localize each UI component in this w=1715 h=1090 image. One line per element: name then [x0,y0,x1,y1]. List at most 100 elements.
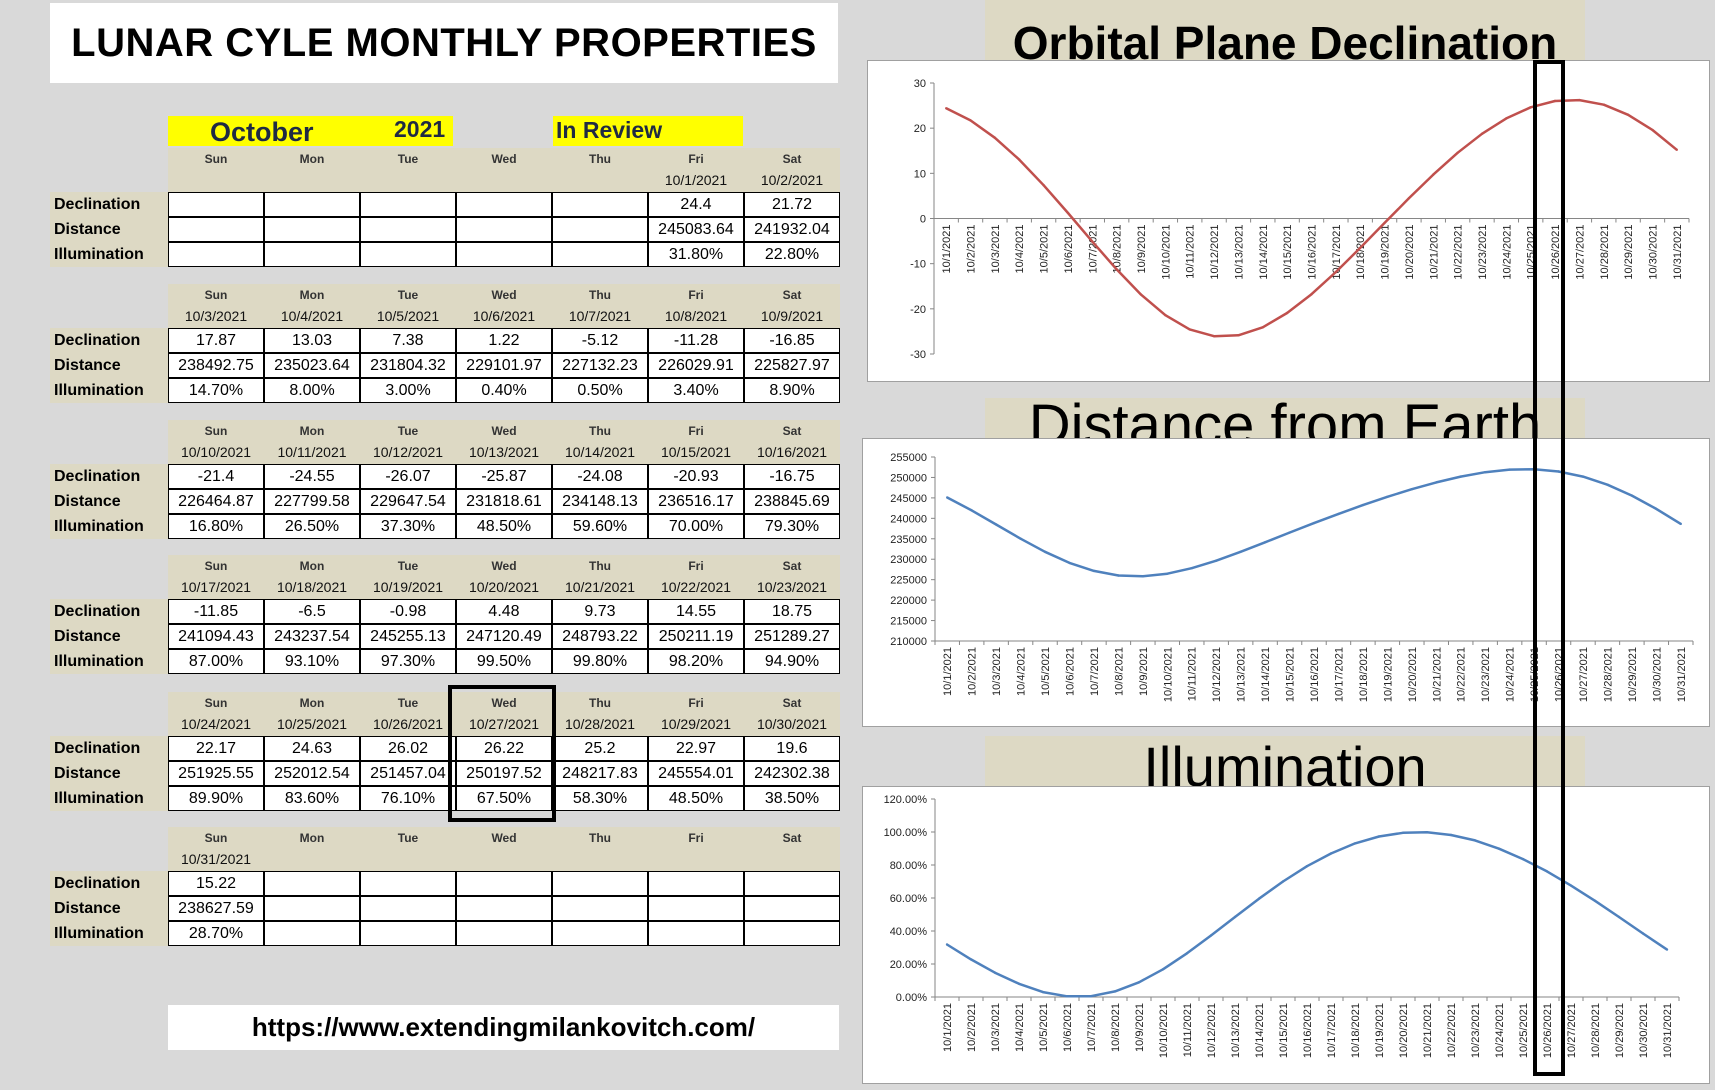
x-tick-label: 10/24/2021 [1501,225,1513,280]
x-tick-label: 10/16/2021 [1302,1003,1314,1058]
data-point [946,496,949,499]
data-point [1257,897,1261,900]
data-point [1019,537,1022,540]
day-name: Mon [299,152,325,166]
day-name: Thu [589,559,611,573]
distance-cell [552,217,648,242]
x-tick-label: 10/6/2021 [1062,1003,1074,1052]
data-point [1068,561,1071,565]
data-point [1557,470,1560,473]
day-name: Thu [589,152,611,166]
illumination-cell: 8.90% [744,378,840,403]
data-point [1473,839,1477,842]
x-tick-label: 10/14/2021 [1254,1003,1266,1058]
data-point [1359,246,1362,250]
day-name: Tue [397,424,419,438]
day-header: Wed [456,827,552,871]
day-header: Thu [552,827,648,871]
distance-cell: 250197.52 [456,761,552,786]
illumination-cell: 28.70% [168,921,264,946]
day-date: 10/8/2021 [664,308,728,324]
illumination-cell [264,242,360,267]
day-name: Fri [688,696,704,710]
distance-row-label: Distance [50,489,168,514]
declination-cell: 9.73 [552,599,648,624]
x-tick-label: 10/29/2021 [1627,647,1639,702]
day-name: Wed [491,288,517,302]
day-header: Wed 10/27/2021 [456,692,552,736]
declination-cell: -11.85 [168,599,264,624]
day-header: Wed 10/6/2021 [456,284,552,328]
illumination-cell: 3.40% [648,378,744,403]
illumination-row-label: Illumination [50,242,168,267]
distance-row-label: Distance [50,624,168,649]
y-tick-label: 0.00% [896,992,927,1004]
day-date: 10/29/2021 [660,716,732,732]
declination-cell: -6.5 [264,599,360,624]
data-point [1679,522,1682,526]
day-header: Fri 10/29/2021 [648,692,744,736]
y-tick-label: 20.00% [890,959,928,971]
day-name: Wed [491,696,517,710]
data-point [1675,148,1678,151]
day-header: Thu 10/21/2021 [552,555,648,599]
x-tick-label: 10/3/2021 [990,1003,1002,1052]
data-point [1018,158,1021,161]
distance-cell: 251925.55 [168,761,264,786]
illumination-row-label: Illumination [50,378,168,403]
distance-cell: 229647.54 [360,489,456,514]
data-point [945,107,948,110]
x-tick-label: 10/14/2021 [1260,647,1272,702]
data-point [1305,865,1309,868]
declination-cell: 1.22 [456,328,552,353]
site-url[interactable]: https://www.extendingmilankovitch.com/ [251,1012,756,1042]
illumination-cell [456,242,552,267]
data-point [1137,981,1141,984]
declination-row-label: Declination [50,328,168,353]
illumination-cell [360,921,456,946]
review-label: In Review [556,117,663,143]
y-tick-label: 215000 [890,616,927,628]
declination-row-label: Declination [50,871,168,896]
day-date: 10/13/2021 [468,444,540,460]
data-point [1117,574,1120,577]
day-header: Thu 10/28/2021 [552,692,648,736]
day-header: Sun 10/31/2021 [168,827,264,871]
x-tick-label: 10/6/2021 [1064,647,1076,696]
day-date: 10/28/2021 [564,716,636,732]
day-header: Thu [552,148,648,192]
x-tick-label: 10/11/2021 [1187,647,1199,701]
day-name: Thu [589,696,611,710]
day-date: 10/2/2021 [760,172,824,188]
distance-cell: 242302.38 [744,761,840,786]
y-tick-label: -20 [910,304,926,316]
x-tick-label: 10/19/2021 [1380,225,1392,280]
illumination-chart-title-box: Illumination [985,736,1585,786]
day-header: Fri 10/8/2021 [648,284,744,328]
x-tick-label: 10/2/2021 [967,647,979,696]
day-header: Mon 10/18/2021 [264,555,360,599]
x-tick-label: 10/22/2021 [1456,647,1468,702]
data-point [1505,117,1508,120]
day-header: Mon 10/11/2021 [264,420,360,464]
distance-cell: 225827.97 [744,353,840,378]
data-point [1115,268,1118,271]
x-tick-label: 10/5/2021 [1038,1003,1050,1052]
day-header: Tue 10/19/2021 [360,555,456,599]
data-point [945,943,949,946]
data-point [1312,521,1316,525]
illumination-cell [648,921,744,946]
distance-cell: 234148.13 [552,489,648,514]
y-tick-label: 230000 [890,554,927,566]
day-header: Fri 10/22/2021 [648,555,744,599]
data-point [1626,113,1630,116]
y-tick-label: 20 [914,123,926,135]
distance-cell: 226029.91 [648,353,744,378]
y-tick-label: 0 [920,214,926,226]
x-tick-label: 10/15/2021 [1278,1003,1290,1058]
illumination-row-label: Illumination [50,514,168,539]
month-year-header: October 2021 [168,116,453,147]
distance-cell: 248217.83 [552,761,648,786]
distance-cell: 236516.17 [648,489,744,514]
day-date: 10/20/2021 [468,579,540,595]
